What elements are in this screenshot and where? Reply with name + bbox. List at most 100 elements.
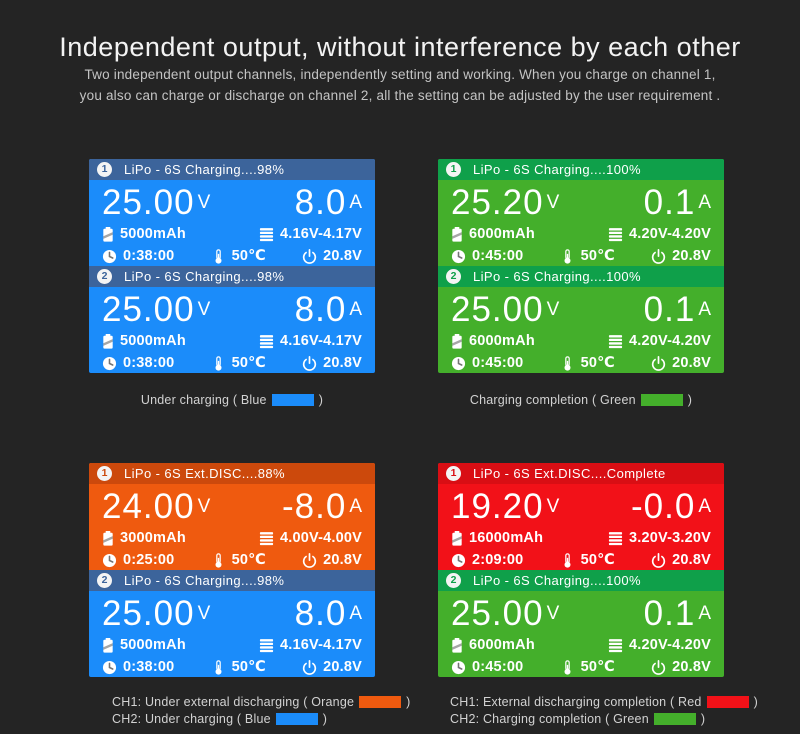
cell-voltage-group: 4.20V-4.20V xyxy=(608,226,711,242)
capacity-row: 5000mAh 4.16V-4.17V xyxy=(89,634,375,656)
caption-text: ) xyxy=(687,393,693,407)
time-group: 0:45:00 xyxy=(451,659,523,675)
thermometer-icon xyxy=(211,249,226,264)
cell-voltage-range: 4.16V-4.17V xyxy=(279,637,362,653)
power-icon xyxy=(302,553,317,568)
thermometer-icon xyxy=(560,249,575,264)
status-row: 0:45:00 50℃ 20.8V xyxy=(438,245,724,266)
caption-text: CH1: Under external discharging ( Orange xyxy=(112,695,355,709)
channel-panel: 2 LiPo - 6S Charging....98% 25.00 V 8.0 A … xyxy=(89,570,375,677)
cell-balance-icon xyxy=(259,531,274,546)
channel-number-badge: 2 xyxy=(97,573,112,588)
voltage-readout: 25.00 V xyxy=(102,290,211,329)
channel-status-title: LiPo - 6S Charging....98% xyxy=(124,269,285,284)
power-icon xyxy=(302,356,317,371)
power-icon xyxy=(651,660,666,675)
current-readout: -8.0 A xyxy=(282,487,362,526)
capacity-value: 5000mAh xyxy=(120,226,186,242)
voltage-readout: 25.00 V xyxy=(451,290,560,329)
thermometer-icon xyxy=(560,553,575,568)
elapsed-time: 2:09:00 xyxy=(472,552,524,568)
channel-readout: 25.00 V 0.1 A xyxy=(438,591,724,634)
channel-panel: 1 LiPo - 6S Ext.DISC....Complete 19.20 V … xyxy=(438,463,724,570)
channel-status-title: LiPo - 6S Charging....100% xyxy=(473,269,641,284)
caption-text: Charging completion ( Green xyxy=(469,393,636,407)
temperature-value: 50℃ xyxy=(580,248,615,264)
cell-voltage-group: 4.16V-4.17V xyxy=(259,226,362,242)
temperature-value: 50℃ xyxy=(231,248,266,264)
supply-group: 20.8V xyxy=(651,659,711,675)
cell-voltage-group: 3.20V-3.20V xyxy=(608,530,711,546)
status-row: 0:38:00 50℃ 20.8V xyxy=(89,656,375,677)
color-swatch xyxy=(271,394,314,406)
channel-status-title: LiPo - 6S Ext.DISC....88% xyxy=(124,466,286,481)
battery-icon xyxy=(102,334,114,349)
temperature-value: 50℃ xyxy=(580,552,615,568)
current-readout: 0.1 A xyxy=(643,183,711,222)
channel-number-badge: 1 xyxy=(97,466,112,481)
caption-text: ) xyxy=(406,695,411,709)
current-readout: 8.0 A xyxy=(294,594,362,633)
caption-text: ) xyxy=(318,393,324,407)
power-icon xyxy=(651,249,666,264)
screen-charging-completion: 1 LiPo - 6S Charging....100% 25.20 V 0.1 A… xyxy=(438,159,724,373)
caption-text: CH2: Under charging ( Blue xyxy=(112,712,271,726)
channel-panel: 2 LiPo - 6S Charging....100% 25.00 V 0.1 A… xyxy=(438,266,724,373)
supply-voltage: 20.8V xyxy=(672,552,711,568)
battery-icon xyxy=(451,227,463,242)
temperature-group: 50℃ xyxy=(211,552,266,568)
battery-icon xyxy=(451,334,463,349)
supply-voltage: 20.8V xyxy=(323,248,362,264)
channel-header: 2 LiPo - 6S Charging....100% xyxy=(438,266,724,287)
power-icon xyxy=(302,249,317,264)
elapsed-time: 0:45:00 xyxy=(472,355,524,371)
capacity-row: 6000mAh 4.20V-4.20V xyxy=(438,223,724,245)
clock-icon xyxy=(451,356,466,371)
channel-header: 1 LiPo - 6S Charging....100% xyxy=(438,159,724,180)
caption-discharging-completion: CH1: External discharging completion ( R… xyxy=(450,694,758,728)
channel-status-title: LiPo - 6S Ext.DISC....Complete xyxy=(473,466,666,481)
battery-icon xyxy=(451,638,463,653)
elapsed-time: 0:38:00 xyxy=(123,248,175,264)
battery-icon xyxy=(451,531,463,546)
current-readout: 0.1 A xyxy=(643,290,711,329)
cell-voltage-group: 4.16V-4.17V xyxy=(259,333,362,349)
supply-group: 20.8V xyxy=(302,355,362,371)
channel-readout: 25.00 V 8.0 A xyxy=(89,591,375,634)
channel-status-title: LiPo - 6S Charging....98% xyxy=(124,162,285,177)
capacity-group: 6000mAh xyxy=(451,333,535,349)
clock-icon xyxy=(102,660,117,675)
capacity-group: 5000mAh xyxy=(102,333,186,349)
temperature-group: 50℃ xyxy=(560,659,615,675)
cell-balance-icon xyxy=(259,334,274,349)
power-icon xyxy=(651,553,666,568)
current-readout: -0.0 A xyxy=(631,487,711,526)
channel-header: 1 LiPo - 6S Charging....98% xyxy=(89,159,375,180)
supply-voltage: 20.8V xyxy=(672,659,711,675)
temperature-value: 50℃ xyxy=(580,659,615,675)
time-group: 0:25:00 xyxy=(102,552,174,568)
supply-voltage: 20.8V xyxy=(323,552,362,568)
caption-text: Under charging ( Blue xyxy=(140,393,267,407)
status-row: 2:09:00 50℃ 20.8V xyxy=(438,549,724,570)
caption-charging-completion: Charging completion ( Green) xyxy=(438,393,724,407)
capacity-row: 3000mAh 4.00V-4.00V xyxy=(89,527,375,549)
channel-readout: 25.00 V 8.0 A xyxy=(89,180,375,223)
cell-voltage-range: 3.20V-3.20V xyxy=(628,530,711,546)
channel-header: 2 LiPo - 6S Charging....98% xyxy=(89,570,375,591)
supply-voltage: 20.8V xyxy=(323,659,362,675)
cell-balance-icon xyxy=(608,531,623,546)
capacity-value: 16000mAh xyxy=(469,530,544,546)
channel-number-badge: 1 xyxy=(446,466,461,481)
supply-group: 20.8V xyxy=(302,552,362,568)
cell-voltage-group: 4.16V-4.17V xyxy=(259,637,362,653)
cell-balance-icon xyxy=(259,638,274,653)
current-readout: 8.0 A xyxy=(294,290,362,329)
battery-icon xyxy=(102,227,114,242)
cell-balance-icon xyxy=(259,227,274,242)
color-swatch xyxy=(640,394,683,406)
caption-under-charging: Under charging ( Blue) xyxy=(89,393,375,407)
cell-voltage-range: 4.00V-4.00V xyxy=(279,530,362,546)
voltage-readout: 24.00 V xyxy=(102,487,211,526)
channel-header: 2 LiPo - 6S Charging....98% xyxy=(89,266,375,287)
